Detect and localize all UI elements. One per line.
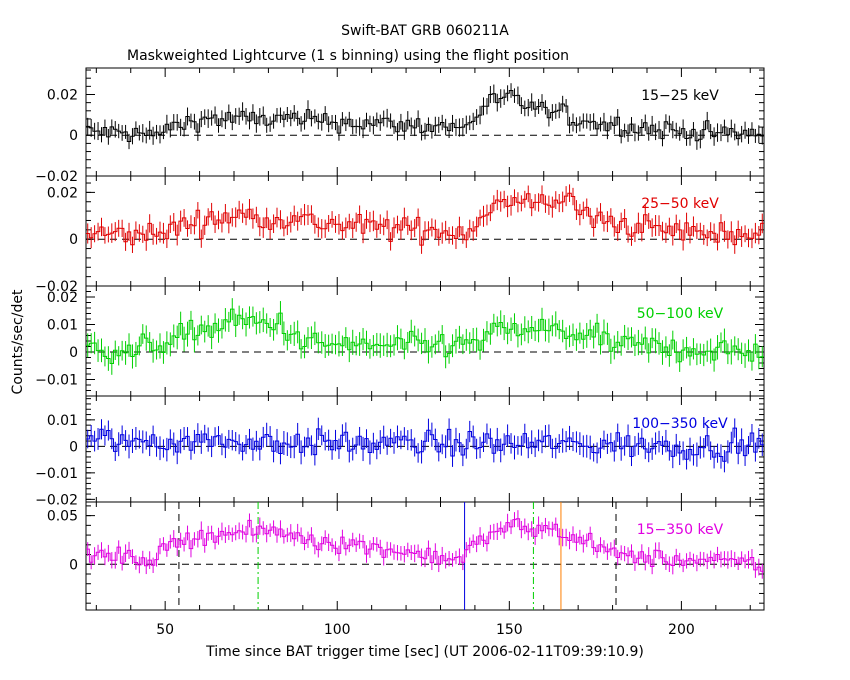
y-tick-label: −0.02 bbox=[35, 279, 78, 295]
x-tick-label: 150 bbox=[496, 622, 523, 638]
panel-1: −0.02 0 0.02 15−25 keV bbox=[35, 67, 765, 185]
band-label: 15−25 keV bbox=[641, 88, 719, 104]
series-50-100 keV bbox=[86, 298, 764, 375]
y-tick-label: 0 bbox=[69, 128, 78, 144]
lightcurve-line bbox=[86, 308, 764, 364]
x-tick-label: 50 bbox=[156, 622, 174, 638]
lightcurve-line bbox=[86, 90, 764, 142]
y-tick-label: 0 bbox=[69, 232, 78, 248]
y-tick-label: 0.05 bbox=[47, 509, 78, 525]
chart-title: Swift-BAT GRB 060211A bbox=[341, 23, 509, 39]
lightcurve-line bbox=[86, 427, 764, 462]
y-tick-label: −0.01 bbox=[35, 466, 78, 482]
y-tick-label: 0.01 bbox=[47, 413, 78, 429]
panel-3: −0.01 0 0.01 0.02 50−100 keV bbox=[35, 285, 765, 397]
y-tick-label: −0.02 bbox=[35, 492, 78, 508]
y-tick-label: 0.01 bbox=[47, 318, 78, 334]
band-label: 100−350 keV bbox=[632, 416, 728, 432]
series-15-25 keV bbox=[86, 83, 764, 150]
series-25-50 keV bbox=[86, 184, 764, 254]
lightcurve-line bbox=[86, 518, 764, 572]
panel-2: −0.02 0 0.02 25−50 keV bbox=[35, 175, 765, 295]
panel-4: −0.02 −0.01 0 0.01 100−350 keV bbox=[35, 395, 765, 508]
y-tick-label: 0 bbox=[69, 345, 78, 361]
lightcurve-line bbox=[86, 192, 764, 246]
x-tick-label: 100 bbox=[324, 622, 351, 638]
panel-frame bbox=[85, 501, 765, 611]
chart-subtitle: Maskweighted Lightcurve (1 s binning) us… bbox=[127, 48, 569, 64]
y-axis-label: Counts/sec/det bbox=[10, 289, 26, 394]
y-tick-label: 0.02 bbox=[47, 87, 78, 103]
y-tick-label: 0 bbox=[69, 557, 78, 573]
band-label: 50−100 keV bbox=[637, 306, 724, 322]
y-tick-label: −0.02 bbox=[35, 169, 78, 185]
panel-5: 0 0.05 15−350 keV bbox=[47, 501, 765, 611]
y-tick-label: 0 bbox=[69, 439, 78, 455]
series-100-350 keV bbox=[86, 417, 764, 473]
x-tick-label: 200 bbox=[668, 622, 695, 638]
y-tick-label: 0.02 bbox=[47, 185, 78, 201]
y-tick-label: −0.01 bbox=[35, 373, 78, 389]
series-15-350 keV bbox=[86, 510, 764, 579]
y-tick-label: 0.02 bbox=[47, 290, 78, 306]
band-label: 15−350 keV bbox=[637, 522, 724, 538]
band-label: 25−50 keV bbox=[641, 196, 719, 212]
x-axis-label: Time since BAT trigger time [sec] (UT 20… bbox=[205, 644, 644, 660]
